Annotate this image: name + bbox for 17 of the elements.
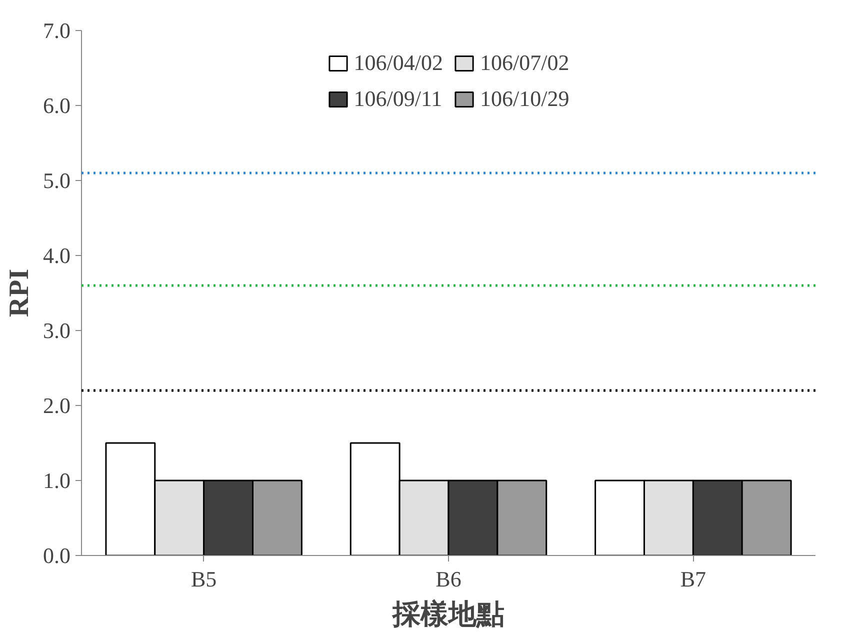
legend-label: 106/10/29 (480, 86, 570, 112)
y-tick-label: 6.0 (43, 93, 70, 118)
x-axis-title: 採樣地點 (392, 598, 504, 630)
y-tick-label: 4.0 (43, 243, 70, 268)
legend-label: 106/04/02 (354, 50, 443, 76)
x-tick-label: B5 (190, 566, 217, 592)
legend-label: 106/09/11 (354, 86, 442, 112)
x-tick-label: B6 (436, 566, 462, 592)
y-axis-title: RPI (4, 268, 35, 318)
y-tick-label: 1.0 (43, 468, 70, 493)
y-tick-label: 5.0 (43, 168, 70, 193)
y-tick-label: 7.0 (43, 18, 70, 43)
y-tick-label: 0.0 (43, 543, 70, 568)
y-tick-label: 3.0 (43, 318, 70, 343)
y-tick-label: 2.0 (43, 393, 70, 418)
x-tick-label: B7 (680, 566, 706, 592)
legend-label: 106/07/02 (480, 50, 570, 76)
